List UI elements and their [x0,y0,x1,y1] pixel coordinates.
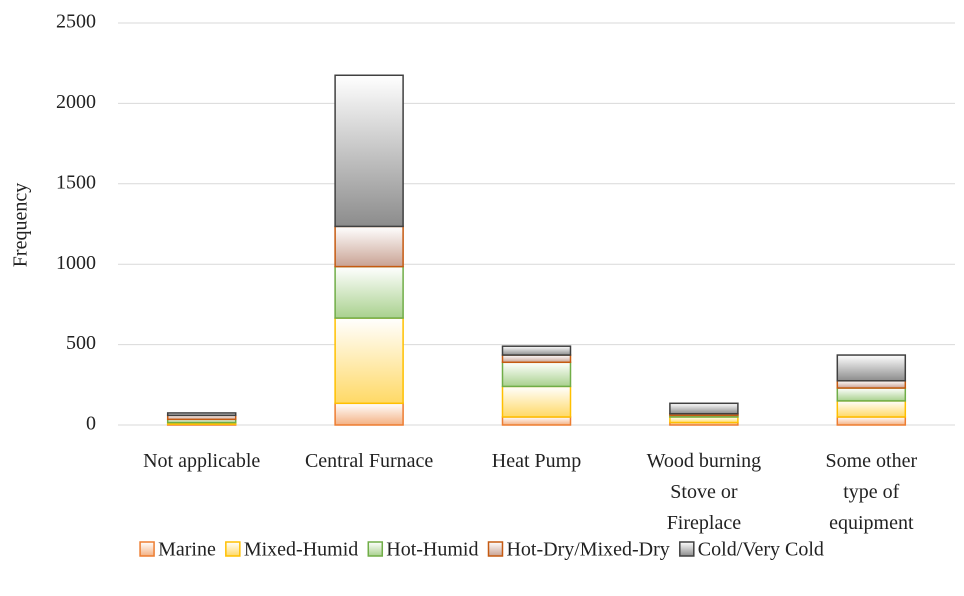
bar-segment [501,354,572,364]
x-tick-label: Heat Pump [492,450,581,472]
legend-label: Marine [158,539,216,561]
bar-segment [334,225,404,268]
bar-segment [166,412,237,417]
y-axis-label: Frequency [10,183,32,267]
bar-segment [669,402,739,415]
bar-segment [334,74,404,228]
legend-label: Cold/Very Cold [698,539,824,561]
bar-segment [836,380,907,389]
bar-segment [334,402,404,426]
legend-label: Mixed-Humid [244,539,358,561]
bar-segment [501,385,572,418]
y-tick-label: 1500 [56,171,96,193]
bar-segment [836,354,907,382]
legend-label: Hot-Humid [386,539,478,561]
x-tick-label: Not applicable [143,450,260,472]
bar-segment [501,416,572,426]
bar-segment [501,361,572,388]
legend-swatch [139,541,155,557]
x-tick-label: Wood burning Stove or Fireplace [647,450,762,534]
bar-segment [501,345,572,356]
x-tick-label: Central Furnace [305,450,433,472]
y-tick-label: 2500 [56,11,96,33]
bar-segment [669,416,739,424]
bar-segment [334,317,404,405]
bar-segment [836,416,907,426]
legend-swatch [367,541,384,557]
bar-segment [836,400,907,418]
legend-swatch [487,541,504,557]
x-tick-label: Some other type of equipment [825,450,917,534]
bar-segment [836,387,907,402]
y-tick-label: 0 [86,413,96,435]
bar-segment [334,265,404,319]
y-tick-label: 1000 [56,252,96,274]
legend-label: Hot-Dry/Mixed-Dry [506,539,669,561]
y-tick-label: 2000 [56,91,96,113]
legend-swatch [679,541,695,557]
y-tick-label: 500 [66,332,96,354]
legend-swatch [225,541,241,557]
